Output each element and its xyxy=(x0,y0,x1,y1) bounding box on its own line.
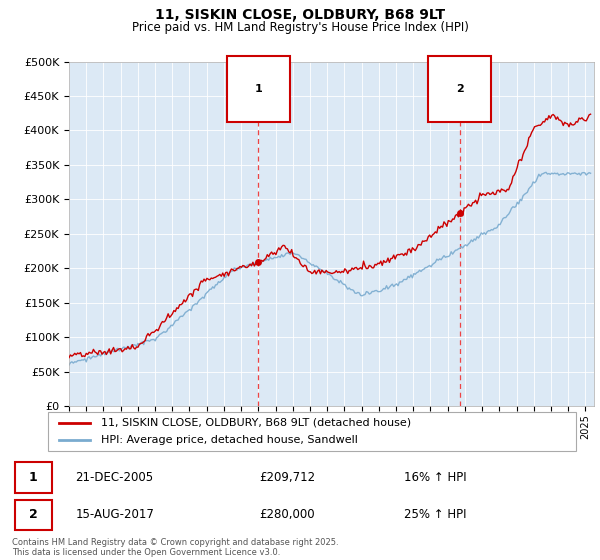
FancyBboxPatch shape xyxy=(15,500,52,530)
Text: 1: 1 xyxy=(29,471,38,484)
FancyBboxPatch shape xyxy=(48,412,576,451)
Text: 11, SISKIN CLOSE, OLDBURY, B68 9LT (detached house): 11, SISKIN CLOSE, OLDBURY, B68 9LT (deta… xyxy=(101,418,411,428)
Text: Contains HM Land Registry data © Crown copyright and database right 2025.
This d: Contains HM Land Registry data © Crown c… xyxy=(12,538,338,557)
FancyBboxPatch shape xyxy=(15,462,52,493)
Text: 2: 2 xyxy=(456,84,464,94)
Text: 16% ↑ HPI: 16% ↑ HPI xyxy=(404,471,466,484)
Text: Price paid vs. HM Land Registry's House Price Index (HPI): Price paid vs. HM Land Registry's House … xyxy=(131,21,469,34)
Text: £280,000: £280,000 xyxy=(260,508,316,521)
Text: 21-DEC-2005: 21-DEC-2005 xyxy=(76,471,154,484)
Text: 1: 1 xyxy=(254,84,262,94)
Text: 11, SISKIN CLOSE, OLDBURY, B68 9LT: 11, SISKIN CLOSE, OLDBURY, B68 9LT xyxy=(155,8,445,22)
Text: 25% ↑ HPI: 25% ↑ HPI xyxy=(404,508,466,521)
Text: £209,712: £209,712 xyxy=(260,471,316,484)
Text: 15-AUG-2017: 15-AUG-2017 xyxy=(76,508,154,521)
Text: 2: 2 xyxy=(29,508,38,521)
Text: HPI: Average price, detached house, Sandwell: HPI: Average price, detached house, Sand… xyxy=(101,435,358,445)
